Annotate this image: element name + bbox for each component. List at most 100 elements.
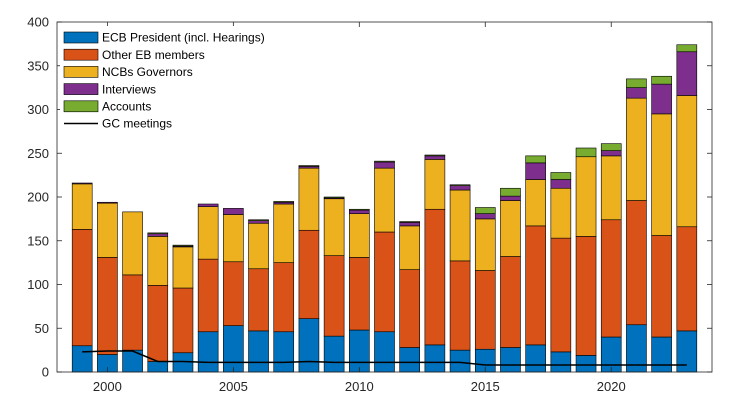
x-tick-label-2005: 2005 <box>219 379 248 394</box>
bar-2004-series-2 <box>197 206 219 260</box>
bar-2002-series-4 <box>147 232 169 235</box>
bar-2013-series-3 <box>424 155 446 160</box>
bar-2019-series-0 <box>575 355 597 373</box>
legend-label-4: Accounts <box>102 100 151 114</box>
bar-2003-series-4 <box>172 244 194 247</box>
y-tick-label-0: 0 <box>42 365 49 380</box>
bar-2017-series-1 <box>525 225 546 346</box>
x-tick-label-2020: 2020 <box>597 379 626 394</box>
bar-2018-series-2 <box>550 187 572 239</box>
bar-2008-series-4 <box>298 165 320 167</box>
bar-2021-series-1 <box>626 200 647 326</box>
bar-2019-series-2 <box>575 156 597 237</box>
legend-swatch-3 <box>63 83 99 95</box>
bar-2019-series-4 <box>575 147 597 158</box>
y-tick-label-400: 400 <box>27 15 49 30</box>
legend-label-2: NCBs Governors <box>102 65 193 79</box>
bar-2015-series-1 <box>474 270 496 350</box>
bar-2000-series-3 <box>97 201 118 204</box>
bar-2020-series-4 <box>600 143 622 151</box>
y-tick-label-150: 150 <box>27 233 49 248</box>
bar-2010-series-2 <box>349 213 370 258</box>
x-tick-label-2015: 2015 <box>471 379 500 394</box>
bar-2021-series-4 <box>626 78 647 88</box>
bar-2012-series-3 <box>399 222 420 227</box>
bar-2015-series-3 <box>474 213 496 220</box>
x-tick-label-2010: 2010 <box>345 379 374 394</box>
bar-2010-series-4 <box>349 208 370 211</box>
bar-2017-series-3 <box>525 162 546 180</box>
bar-2023-series-2 <box>676 95 698 228</box>
legend-swatch-4 <box>63 100 99 113</box>
bar-2010-series-1 <box>349 257 370 331</box>
gc-meetings-line-layer <box>82 350 687 366</box>
bar-2022-series-1 <box>651 235 672 338</box>
y-tick-label-200: 200 <box>27 190 49 205</box>
bar-2022-series-4 <box>651 75 672 85</box>
bar-2016-series-2 <box>500 200 521 257</box>
bar-2008-series-1 <box>298 229 320 319</box>
legend-label-3: Interviews <box>102 82 156 96</box>
bar-1999-series-1 <box>71 229 93 347</box>
bar-1999-series-3 <box>71 182 93 185</box>
bar-2020-series-1 <box>600 219 622 338</box>
bar-2005-series-0 <box>223 325 244 373</box>
bar-2002-series-1 <box>147 285 169 362</box>
bar-2009-series-1 <box>323 255 345 337</box>
legend-label-1: Other EB members <box>102 48 205 62</box>
bar-2004-series-0 <box>197 331 219 373</box>
bar-2020-series-3 <box>600 150 622 157</box>
bar-2020-series-0 <box>600 336 622 373</box>
y-tick-label-250: 250 <box>27 146 49 161</box>
bar-2012-series-2 <box>399 225 420 270</box>
axes-layer: 0 50 100 150 200 250 300 350 400 2000 2005 2010 2015… <box>27 15 713 394</box>
bar-2017-series-4 <box>525 155 546 164</box>
bar-2022-series-2 <box>651 113 672 236</box>
bar-2006-series-0 <box>248 330 269 373</box>
bar-2023-series-3 <box>676 51 698 96</box>
bar-2011-series-1 <box>374 231 395 333</box>
bar-2006-series-1 <box>248 268 269 332</box>
bar-2020-series-2 <box>600 155 622 221</box>
bar-2016-series-0 <box>500 347 521 373</box>
gc-meetings-line <box>82 350 687 366</box>
bar-2017-series-2 <box>525 179 546 227</box>
bar-2013-series-4 <box>424 154 446 157</box>
bar-2006-series-2 <box>248 222 269 270</box>
bar-2016-series-4 <box>500 187 521 197</box>
bar-2005-series-1 <box>223 261 244 326</box>
bar-2018-series-3 <box>550 179 572 189</box>
bar-2011-series-2 <box>374 167 395 233</box>
bar-2021-series-2 <box>626 97 647 201</box>
bar-2002-series-3 <box>147 233 169 237</box>
legend-box <box>60 26 270 136</box>
bar-2014-series-4 <box>449 184 471 186</box>
bar-1999-series-2 <box>71 183 93 230</box>
bar-2008-series-2 <box>298 167 320 231</box>
legend-swatch-1 <box>63 48 99 61</box>
x-tick-label-2000: 2000 <box>93 379 122 394</box>
legend-swatch-2 <box>63 66 99 78</box>
bar-2016-series-3 <box>500 195 521 201</box>
bar-2008-series-0 <box>298 318 320 373</box>
bar-2009-series-0 <box>323 335 345 373</box>
bar-2009-series-2 <box>323 198 345 256</box>
bar-2001-series-2 <box>122 211 143 276</box>
bar-2023-series-1 <box>676 226 698 332</box>
bar-2018-series-1 <box>550 237 572 353</box>
bar-2015-series-2 <box>474 218 496 271</box>
bar-2009-series-4 <box>323 196 345 199</box>
bar-2021-series-3 <box>626 87 647 99</box>
bar-2003-series-1 <box>172 287 194 354</box>
bar-2014-series-2 <box>449 189 471 262</box>
bar-2022-series-0 <box>651 336 672 373</box>
bar-2023-series-0 <box>676 330 698 373</box>
bar-2012-series-1 <box>399 269 420 348</box>
bar-2002-series-2 <box>147 236 169 286</box>
bar-2002-series-0 <box>147 361 169 373</box>
bar-2003-series-2 <box>172 246 194 289</box>
bar-2011-series-4 <box>374 160 395 163</box>
bar-2011-series-0 <box>374 331 395 373</box>
bar-2018-series-4 <box>550 172 572 180</box>
